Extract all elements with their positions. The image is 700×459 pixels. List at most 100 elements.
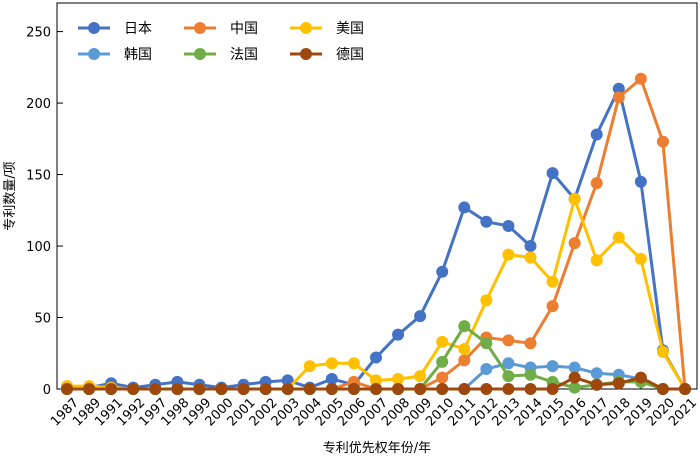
legend-item: 德国: [290, 47, 364, 63]
data-point: [524, 383, 537, 395]
data-point: [171, 383, 184, 395]
data-point: [215, 383, 228, 395]
data-point: [392, 328, 405, 341]
data-point: [634, 252, 647, 265]
data-point: [524, 240, 537, 253]
data-point: [281, 374, 294, 387]
data-point: [127, 383, 140, 395]
legend-item: 美国: [290, 21, 364, 37]
y-tick-label: 50: [34, 312, 51, 327]
data-point: [502, 383, 515, 395]
data-point: [480, 215, 493, 228]
legend-label: 韩国: [124, 47, 152, 63]
data-point: [502, 370, 515, 383]
legend-item: 韩国: [78, 47, 152, 63]
legend-swatch-marker: [88, 48, 100, 60]
data-point: [656, 383, 669, 395]
data-point: [281, 383, 294, 395]
series-德国: [61, 371, 691, 395]
data-point: [546, 360, 559, 373]
data-point: [590, 367, 603, 380]
legend-item: 日本: [78, 21, 152, 37]
data-point: [414, 370, 427, 383]
y-axis-title: 专利数量/项: [3, 161, 18, 230]
data-point: [436, 335, 449, 348]
data-point: [347, 357, 360, 370]
data-point: [105, 383, 118, 395]
legend-label: 德国: [336, 47, 364, 63]
data-point: [149, 383, 162, 395]
data-point: [458, 383, 471, 395]
data-point: [83, 383, 96, 395]
data-point: [656, 345, 669, 358]
data-point: [502, 220, 515, 233]
data-point: [568, 381, 581, 394]
series-line: [66, 77, 687, 391]
data-point: [634, 72, 647, 85]
legend-label: 美国: [336, 21, 364, 37]
data-point: [634, 175, 647, 188]
data-point: [370, 383, 382, 395]
data-point: [303, 383, 316, 395]
data-point: [414, 310, 427, 323]
y-tick-label: 250: [26, 26, 51, 41]
data-point: [546, 167, 559, 180]
y-tick-label: 150: [26, 169, 51, 184]
series-日本: [61, 82, 691, 395]
data-point: [325, 383, 338, 395]
data-point: [612, 91, 625, 104]
data-point: [568, 237, 581, 250]
data-point: [436, 371, 449, 384]
data-point: [480, 383, 493, 395]
series-layer: [61, 72, 691, 395]
data-point: [370, 351, 382, 364]
data-point: [546, 300, 559, 313]
data-point: [524, 368, 537, 381]
series-美国: [61, 192, 691, 395]
legend-swatch-marker: [300, 48, 312, 60]
legend-item: 法国: [184, 47, 258, 63]
legend-swatch-marker: [194, 22, 206, 34]
data-point: [392, 372, 405, 385]
plot-frame: [56, 2, 698, 390]
legend-label: 日本: [124, 21, 152, 37]
data-point: [61, 383, 73, 395]
data-point: [679, 383, 691, 395]
y-axis: 0 50 100 150 200 250: [26, 26, 63, 398]
data-point: [546, 275, 559, 288]
data-point: [502, 248, 515, 261]
data-point: [612, 82, 625, 95]
data-point: [237, 383, 250, 395]
data-point: [568, 361, 581, 374]
data-point: [259, 383, 272, 395]
data-point: [458, 342, 471, 355]
data-point: [480, 337, 493, 350]
series-中国: [61, 72, 691, 395]
data-point: [590, 128, 603, 141]
data-point: [568, 192, 581, 205]
data-point: [325, 372, 338, 385]
data-point: [458, 201, 471, 214]
data-point: [480, 294, 493, 307]
data-point: [656, 135, 669, 148]
data-point: [347, 383, 360, 395]
data-point: [634, 371, 647, 384]
data-point: [590, 254, 603, 267]
data-point: [414, 383, 427, 395]
legend-label: 法国: [230, 47, 258, 63]
data-point: [502, 357, 515, 370]
data-point: [612, 231, 625, 244]
legend-swatch-marker: [300, 22, 312, 34]
data-point: [568, 371, 581, 384]
y-tick-label: 100: [26, 240, 51, 255]
data-point: [193, 383, 206, 395]
data-point: [524, 337, 537, 350]
data-point: [502, 334, 515, 347]
data-point: [392, 383, 405, 395]
data-point: [546, 383, 559, 395]
data-point: [458, 354, 471, 367]
data-point: [303, 360, 316, 373]
data-point: [370, 374, 382, 387]
